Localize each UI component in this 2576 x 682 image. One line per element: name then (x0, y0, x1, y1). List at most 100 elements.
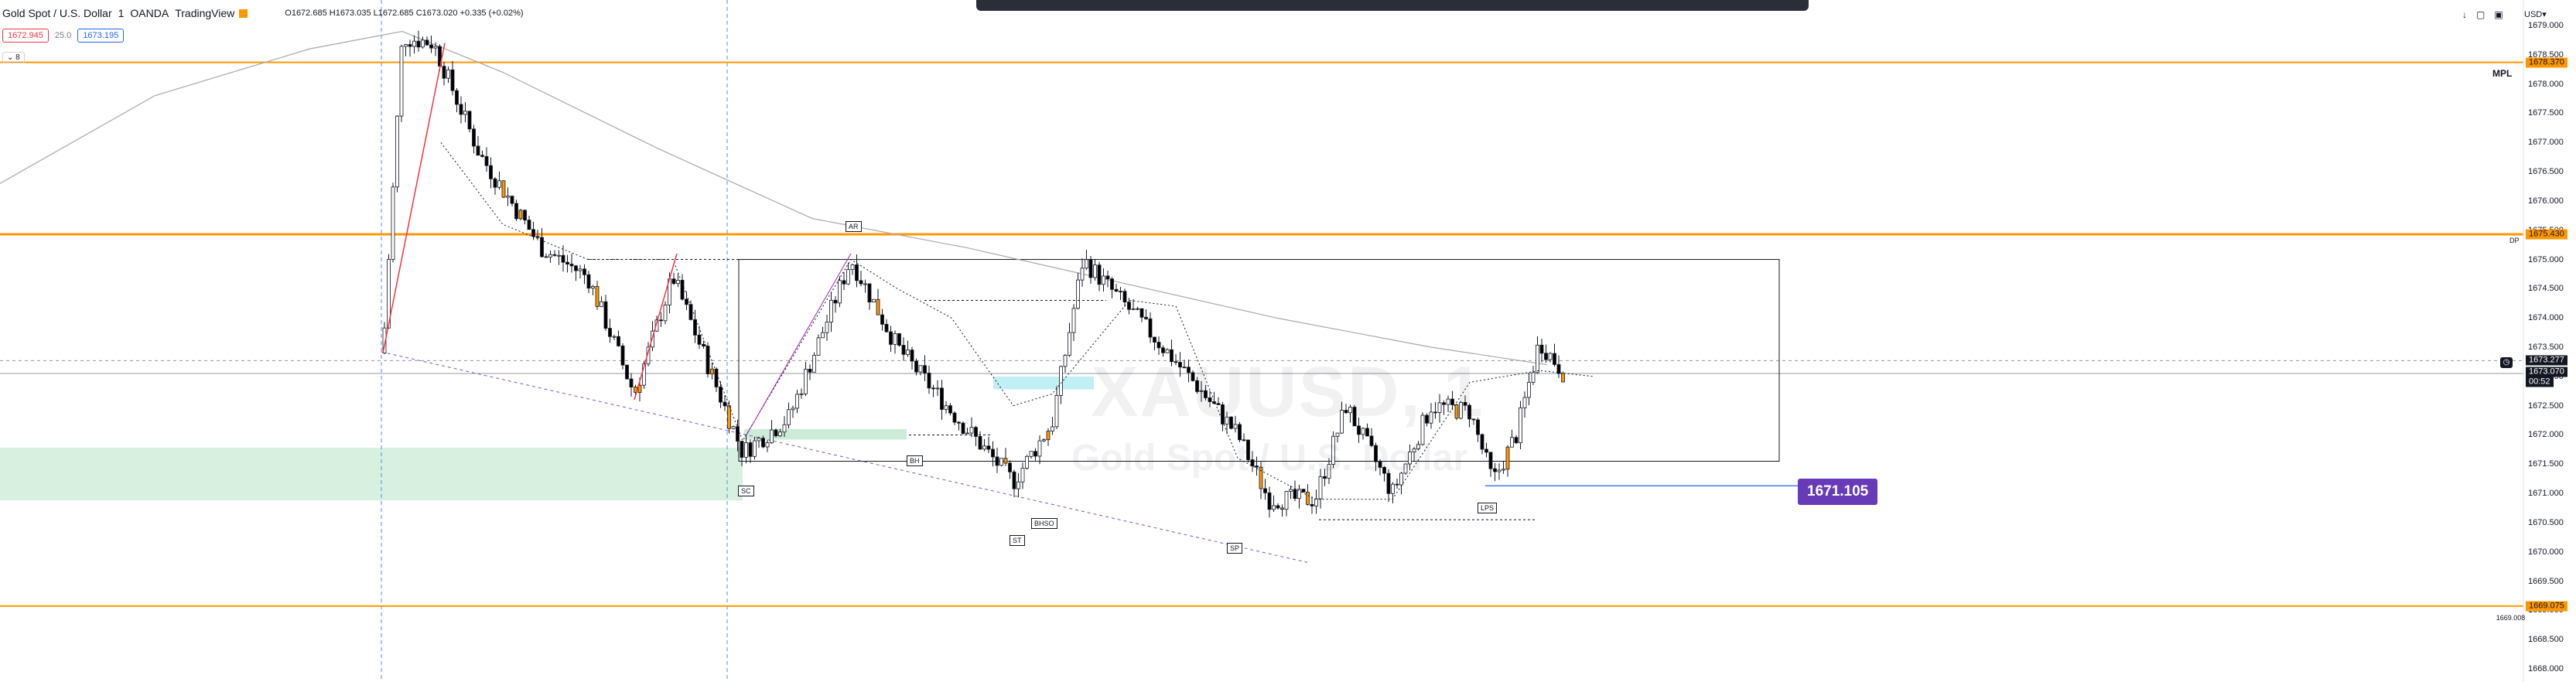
candle-body (1238, 424, 1242, 441)
flag-icon[interactable] (239, 9, 248, 18)
candle-body (1071, 308, 1076, 333)
candle-body (838, 280, 842, 304)
last-price-price_b: 1673.070 (2526, 367, 2567, 377)
candle-body (1378, 461, 1382, 468)
annotation-ar[interactable]: AR (846, 221, 862, 232)
price-tick: 1671.000 (2528, 489, 2564, 499)
candle-body (1153, 336, 1156, 343)
candle-body (1016, 481, 1020, 489)
candle-body (1229, 416, 1233, 429)
low-price-label: 1669.008 (2496, 614, 2526, 622)
price-tick: 1677.500 (2528, 108, 2564, 118)
candle-body (1446, 398, 1450, 405)
candle-body (671, 278, 676, 285)
candle-body (910, 350, 914, 362)
candle-body (931, 387, 935, 390)
candle-body (442, 66, 446, 79)
candle-body (416, 40, 421, 48)
price-tick: 1676.000 (2528, 196, 2564, 206)
candle-body (540, 237, 544, 257)
candle-body (1156, 342, 1161, 349)
annotation-sp[interactable]: SP (1227, 543, 1243, 554)
candle-body (791, 407, 795, 411)
candle-body (450, 69, 455, 91)
impulse-line-purple (746, 253, 852, 435)
indicators-toggle-button[interactable]: ⌄ 8 (2, 52, 25, 63)
price-tick: 1676.500 (2528, 167, 2564, 177)
candle-body (501, 180, 506, 198)
candle-body (1386, 472, 1391, 494)
candle-body (957, 421, 961, 424)
annotation-bhso[interactable]: BHSO (1031, 518, 1057, 529)
annotation-sc[interactable]: SC (738, 486, 754, 496)
drawing-toolbar[interactable] (976, 0, 1809, 11)
candle-body (770, 429, 774, 444)
candle-body (1412, 448, 1416, 452)
candle-body (1008, 462, 1012, 472)
annotation-st[interactable]: ST (1010, 535, 1025, 546)
candle-body (842, 280, 846, 285)
last-price-countdown: 00:52 (2526, 377, 2554, 387)
candle-body (1122, 291, 1127, 303)
candle-body (1025, 455, 1029, 469)
interval-label[interactable]: 1 (118, 7, 125, 19)
candle-body (697, 334, 702, 345)
arrow-down-icon[interactable]: ↓ (2462, 9, 2467, 20)
candle-body (1310, 503, 1314, 506)
candle-body (404, 44, 408, 47)
candle-body (446, 69, 450, 79)
symbol-name[interactable]: Gold Spot / U.S. Dollar (2, 7, 112, 19)
candle-body (1480, 434, 1484, 450)
buy-button[interactable]: 1673.195 (77, 29, 125, 43)
price-tick: 1670.000 (2528, 547, 2564, 557)
impulse-line-red (634, 253, 678, 401)
candle-body (944, 405, 948, 410)
candle-body (1187, 367, 1191, 373)
candle-body (688, 304, 693, 320)
candle-body (1076, 279, 1080, 309)
candle-body (1174, 361, 1178, 363)
candle-body (497, 180, 501, 188)
mid-level-tag: 1675.430 (2526, 229, 2567, 240)
candle-body (923, 365, 927, 373)
candle-body (433, 46, 438, 49)
candle-body (1505, 446, 1510, 470)
price-tick: 1678.000 (2528, 79, 2564, 89)
maximize-icon[interactable]: ▢ (2476, 9, 2485, 20)
candle-body (1369, 435, 1374, 446)
candle-body (1144, 316, 1148, 319)
candle-body (1519, 407, 1522, 444)
currency-selector[interactable]: USD▾ (2524, 9, 2547, 19)
annotation-bh[interactable]: BH (907, 455, 923, 466)
price-tick: 1679.000 (2528, 21, 2564, 30)
candle-body (1165, 349, 1170, 353)
candle-body (1289, 489, 1293, 492)
candle-body (736, 426, 740, 442)
candle-body (1216, 403, 1221, 405)
candle-body (991, 448, 995, 458)
bh-zone (744, 428, 907, 440)
candle-body (1467, 404, 1471, 420)
candle-body (493, 178, 497, 188)
price-tick: 1673.500 (2528, 343, 2564, 352)
candle-body (1553, 353, 1556, 365)
candle-body (583, 268, 586, 275)
dp-label: DP (2509, 237, 2520, 244)
candle-body (429, 44, 433, 49)
price-tick: 1677.000 (2528, 138, 2564, 148)
candle-body (1263, 488, 1267, 493)
candle-body (948, 405, 952, 414)
sell-button[interactable]: 1672.945 (2, 29, 49, 43)
candle-body (753, 440, 757, 457)
clock-icon[interactable]: ◷ (2500, 357, 2513, 368)
symbol-watermark: XAUUSD, 1 (1091, 353, 1484, 431)
maximize-alt-icon[interactable]: ▣ (2494, 9, 2503, 20)
price-tick: 1675.000 (2528, 254, 2564, 264)
indicator-count: 8 (15, 53, 20, 62)
annotation-lps[interactable]: LPS (1478, 503, 1498, 513)
impulse-line-red (382, 43, 446, 353)
price-callout[interactable]: 1671.105 (1798, 479, 1878, 505)
candle-body (625, 364, 629, 380)
candle-body (1110, 278, 1114, 290)
